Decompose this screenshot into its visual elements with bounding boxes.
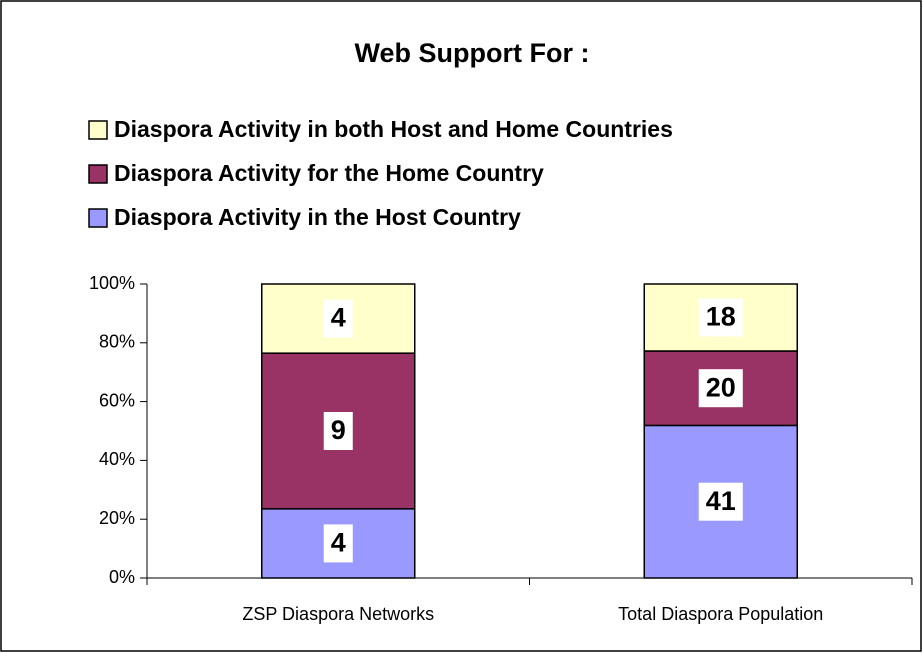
data-label-bg — [323, 524, 353, 563]
data-label-bg — [698, 482, 743, 521]
data-label: 41 — [706, 486, 736, 516]
data-label: 20 — [706, 372, 736, 402]
y-tick-label: 20% — [99, 508, 135, 528]
legend-label: Diaspora Activity in both Host and Home … — [114, 116, 673, 142]
data-label-bg — [698, 298, 743, 337]
data-label: 18 — [706, 302, 736, 332]
data-label: 4 — [331, 528, 346, 558]
legend-swatch — [88, 208, 108, 228]
x-tick-label: ZSP Diaspora Networks — [242, 604, 434, 624]
legend-swatch — [88, 120, 108, 140]
data-label-bg — [698, 369, 743, 408]
chart-title: Web Support For : — [355, 38, 590, 68]
data-label: 9 — [331, 415, 346, 445]
y-tick-label: 0% — [109, 567, 135, 587]
data-label-bg — [323, 412, 353, 450]
y-tick-label: 40% — [99, 449, 135, 469]
legend-swatch — [88, 164, 108, 184]
legend-label: Diaspora Activity for the Home Country — [114, 160, 544, 186]
data-label-bg — [323, 299, 353, 338]
y-tick-label: 100% — [89, 273, 135, 293]
x-tick-label: Total Diaspora Population — [618, 604, 823, 624]
legend-label: Diaspora Activity in the Host Country — [114, 204, 521, 230]
y-tick-label: 60% — [99, 390, 135, 410]
y-tick-label: 80% — [99, 332, 135, 352]
data-label: 4 — [331, 303, 346, 333]
